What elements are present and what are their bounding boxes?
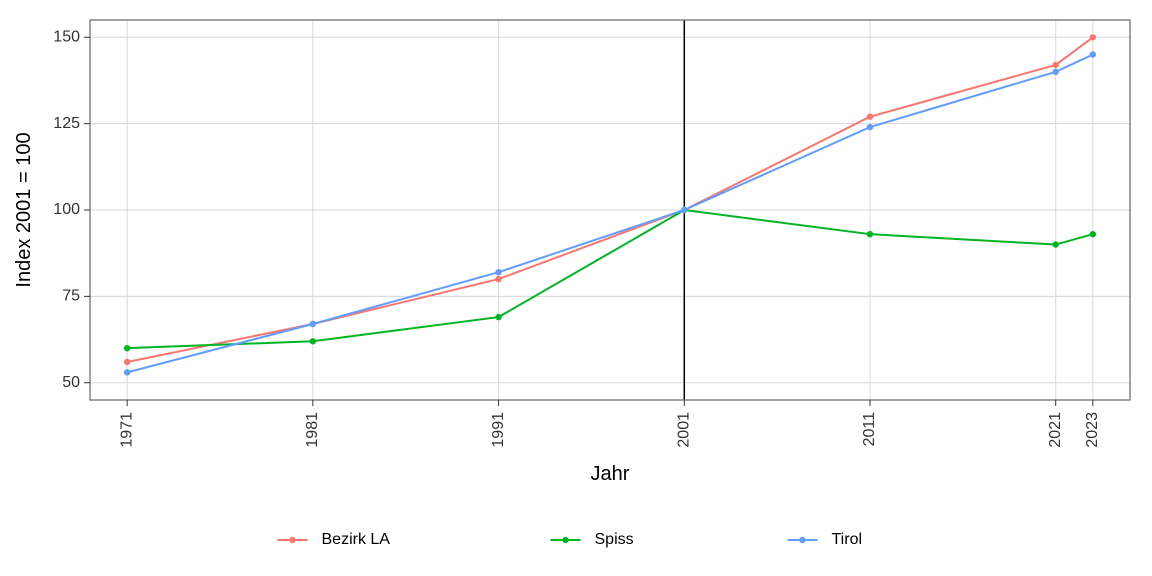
y-tick-label: 150: [53, 28, 80, 45]
x-axis-title: Jahr: [591, 463, 630, 485]
x-tick-label: 1991: [490, 412, 507, 448]
legend-label: Bezirk LA: [322, 531, 391, 548]
series-point: [124, 359, 130, 365]
legend-key-point: [799, 537, 805, 543]
legend-label: Tirol: [832, 531, 863, 548]
x-tick-label: 1971: [118, 412, 135, 448]
series-point: [1090, 231, 1096, 237]
series-point: [867, 114, 873, 120]
series-point: [495, 269, 501, 275]
series-point: [1090, 51, 1096, 57]
series-point: [1053, 241, 1059, 247]
x-tick-label: 2023: [1084, 412, 1101, 448]
y-tick-label: 50: [62, 374, 80, 391]
series-point: [495, 314, 501, 320]
chart-container: 50 75 100 125 150 1971 1981 1991 2001 2011 2021 202…: [0, 0, 1152, 576]
series-point: [1053, 62, 1059, 68]
x-tick-label: 2021: [1047, 412, 1064, 448]
series-point: [867, 231, 873, 237]
y-axis-title: Index 2001 = 100: [13, 132, 35, 287]
series-point: [310, 321, 316, 327]
y-tick-label: 125: [53, 115, 80, 132]
series-point: [310, 338, 316, 344]
x-tick-label: 2001: [676, 412, 693, 448]
y-tick-label: 100: [53, 201, 80, 218]
series-point: [124, 345, 130, 351]
x-tick-label: 2011: [861, 412, 878, 447]
legend-key-point: [562, 537, 568, 543]
legend-key-point: [289, 537, 295, 543]
series-point: [681, 207, 687, 213]
x-tick-label: 1981: [304, 412, 321, 448]
series-point: [1053, 69, 1059, 75]
series-point: [495, 276, 501, 282]
series-point: [1090, 34, 1096, 40]
y-tick-label: 75: [62, 288, 80, 305]
legend-label: Spiss: [595, 531, 634, 548]
series-point: [867, 124, 873, 130]
line-chart: 50 75 100 125 150 1971 1981 1991 2001 2011 2021 202…: [0, 0, 1152, 576]
series-point: [124, 369, 130, 375]
